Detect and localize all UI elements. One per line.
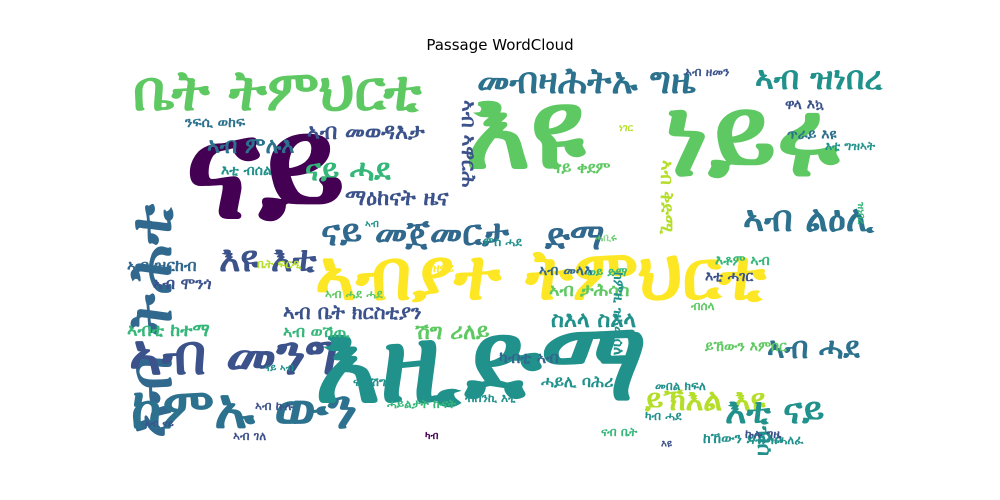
word-cloud-word: ናይ ሓደ <box>305 153 391 188</box>
word-cloud-word: ድማ <box>465 297 648 425</box>
word-cloud-word: ኣብ ልዕሊ <box>743 199 874 240</box>
word-cloud-word: ከኸውን ይኽእል <box>703 431 783 447</box>
word-cloud-word: ኩሉ ግዜ <box>745 427 782 441</box>
word-cloud-word: እቲ ሓገር <box>705 269 754 285</box>
word-cloud-word: ይኽእል እዩ <box>645 383 766 418</box>
word-cloud-word: እቲ ብሰል <box>221 163 272 179</box>
word-cloud-word: እዩ እቲ <box>219 239 317 280</box>
word-cloud-word: ኣብ መላእ <box>539 263 593 279</box>
word-cloud-word: ኣብያተ ትምህርቲ <box>315 234 767 316</box>
chart-title: Passage WordCloud <box>426 36 574 54</box>
word-cloud-word: ካብቲ ኣብ <box>499 348 559 367</box>
word-cloud-word: ናብ ቤት <box>601 425 638 439</box>
word-cloud-word: እቲ ግዝኣት <box>825 139 876 153</box>
word-cloud: ቤት ትምህርቲ መብዛሕትኡ ግዜ ኣብ ዝነበረ እዩ ነይሩ ናይ ኣብ ትሕቲ ኣብ … <box>125 60 900 455</box>
word-cloud-word: ኣብ ቤት ክርስቲያን <box>283 300 422 324</box>
word-cloud-word: ናይ መጀመርታ <box>321 213 510 254</box>
word-cloud-word: እዩ <box>465 65 586 193</box>
word-cloud-word: ዘዋሪ <box>433 261 455 275</box>
word-cloud-word: መብዛሕትኡ ግዜ <box>477 61 696 102</box>
word-cloud-word: ናይ ሽግ <box>353 375 386 389</box>
word-cloud-word: ከምዚ ዝኣመሰለ <box>610 272 626 356</box>
word-cloud-word: ካብ ሓደ <box>645 409 682 423</box>
word-cloud-word: ኣብ ዝነበረ <box>755 60 883 97</box>
word-cloud-word: ሓይሊ ባሕሪ <box>541 372 614 391</box>
word-cloud-word: ናይ <box>185 88 346 251</box>
word-cloud-word: ብስንኪ እቲ <box>465 391 517 405</box>
word-cloud-word: ብሰላ <box>691 299 715 313</box>
word-cloud-word: ድማ <box>545 217 605 258</box>
word-cloud-word: ኣብ ናይ <box>145 419 174 430</box>
word-cloud-word: ኣብ ሓደ <box>767 331 860 366</box>
word-cloud-word: ወይ ድማ <box>587 265 628 279</box>
word-cloud-word: እዩ <box>661 439 672 450</box>
word-cloud-word: ናይ ኣብ <box>265 363 294 374</box>
word-cloud-word: ማዕከናት ዜና <box>345 186 449 211</box>
word-cloud-word: ቤት ትምህርቲ <box>133 60 422 124</box>
word-cloud-word: ካብ <box>425 431 439 442</box>
word-cloud-word: ኣብቲ ከተማ <box>127 320 210 341</box>
word-cloud-word: እቲ ናይ <box>725 391 825 432</box>
word-cloud-word: ኣብ መንግ <box>129 323 339 388</box>
word-cloud-word: ኣብ ኣዋርሕ <box>457 100 481 188</box>
word-cloud-word: ንፍሲ ወከፍ <box>185 115 246 131</box>
word-cloud-word: ኣብ ዘመን <box>685 65 730 79</box>
word-cloud-word: ኣብ ሞንጎ <box>153 274 212 293</box>
word-cloud-word: ኣብ ሓደ ሓደ <box>325 287 383 301</box>
word-cloud-word: እቶም ኣብ <box>715 253 770 269</box>
word-cloud-word: እዚ <box>315 299 460 427</box>
word-cloud-word: ሽግ ሪለይ <box>415 320 490 345</box>
word-cloud-word: መበል ክፍለ <box>655 379 706 393</box>
word-cloud-word: ናብ ዝሓለፈ <box>749 433 804 447</box>
word-cloud-word: ኣብ ዝርከብ <box>127 256 197 275</box>
word-cloud-word: ኣብ ገለ <box>233 429 267 443</box>
word-cloud-word: ኣብ ምሉእ <box>207 134 295 159</box>
word-cloud-word: ሓይልታት ኩናት <box>387 397 457 411</box>
word-cloud-word: ቤት ፍርዲ <box>257 257 302 271</box>
word-cloud-word: ነገር <box>619 123 634 134</box>
word-cloud-word: ስእላ ስእላ <box>551 308 637 333</box>
word-cloud-word: ኣብ <box>365 219 379 230</box>
word-cloud-word: ጥራይ እዩ <box>787 127 837 143</box>
word-cloud-word: ምስ ሓደ <box>483 235 522 249</box>
word-cloud-word: ይኸውን እምበር <box>705 339 787 355</box>
word-cloud-word: ኣብ ታሕሳስ <box>549 280 630 301</box>
word-cloud-word: ኣብ ቅድሚ <box>656 160 677 235</box>
word-cloud-word: ከምኡ ውን <box>131 377 358 442</box>
word-cloud-word: ኣብ መወዳእታ <box>307 120 425 145</box>
word-cloud-word: ዋላ እኳ <box>785 97 825 113</box>
word-cloud-word: ዝነበረ <box>855 202 866 225</box>
word-cloud-word: ሓቢሩ <box>595 233 617 244</box>
word-cloud-word: ነይሩ <box>665 73 840 201</box>
word-cloud-word: ኣብ ወሽጢ <box>283 322 350 341</box>
word-cloud-word: ናይ ቀደም <box>553 158 611 177</box>
word-cloud-word: ኣብ ኩሉ <box>255 399 293 413</box>
